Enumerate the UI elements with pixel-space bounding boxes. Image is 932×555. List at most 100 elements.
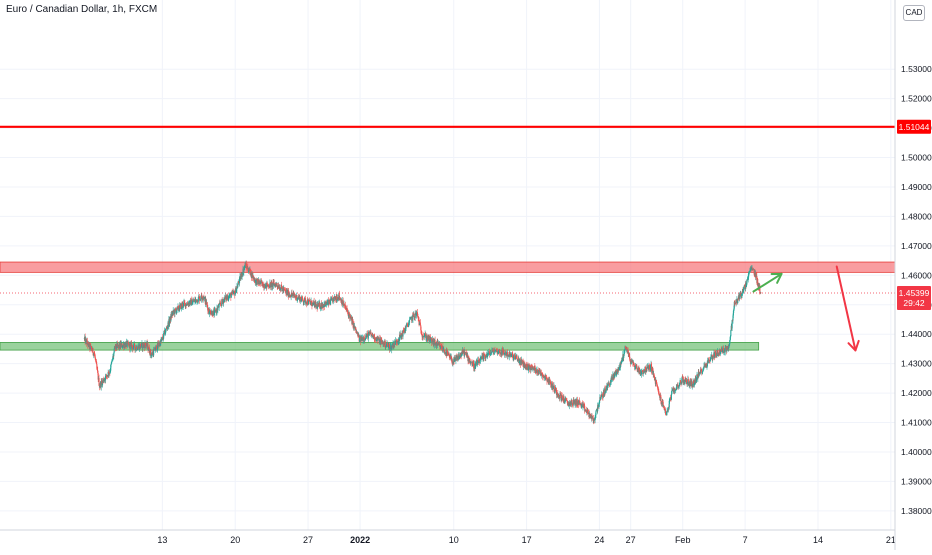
candle-body xyxy=(464,352,466,356)
candle-body xyxy=(163,332,165,334)
candle-body xyxy=(657,388,659,391)
y-tick-label: 1.52000 xyxy=(901,94,932,104)
candle-body xyxy=(709,358,711,361)
candle-body xyxy=(696,377,698,382)
x-tick-label: 27 xyxy=(626,535,636,545)
candle-body xyxy=(691,381,693,387)
candle-body xyxy=(553,385,555,392)
candle-body xyxy=(283,288,285,290)
candle-body xyxy=(733,308,735,311)
candle-body xyxy=(747,277,749,281)
candle-body xyxy=(298,297,300,299)
candle-body xyxy=(406,323,408,326)
candle-body xyxy=(154,347,156,351)
candle-body xyxy=(267,284,269,286)
candle-body xyxy=(526,364,528,367)
candle-body xyxy=(278,288,280,289)
candle-body xyxy=(156,345,158,351)
candle-body xyxy=(442,350,444,351)
candle-body xyxy=(572,404,574,405)
candle-body xyxy=(759,285,761,293)
candle-body xyxy=(185,303,187,308)
candle-body xyxy=(492,348,494,352)
candle-body xyxy=(328,299,330,303)
candle-body xyxy=(303,302,305,303)
candle-body xyxy=(749,268,751,271)
candle-body xyxy=(688,384,690,386)
candle-body xyxy=(648,364,650,370)
candle-body xyxy=(516,355,518,360)
candle-body xyxy=(403,330,405,332)
candle-body xyxy=(136,349,138,351)
candle-body xyxy=(640,372,643,375)
candle-body xyxy=(317,303,320,307)
candle-body xyxy=(401,333,403,336)
candle-body xyxy=(670,397,672,400)
candles xyxy=(83,260,762,425)
candle-body xyxy=(299,297,301,302)
candle-body xyxy=(519,360,521,364)
candle-body xyxy=(706,360,708,367)
candle-body xyxy=(94,353,96,356)
candle-body xyxy=(702,368,705,370)
candle-body xyxy=(260,280,262,284)
candle-body xyxy=(408,322,410,324)
candle-body xyxy=(629,356,631,361)
candle-body xyxy=(144,343,146,349)
y-tick-label: 1.43000 xyxy=(901,359,932,369)
candle-body xyxy=(598,400,600,404)
candle-body xyxy=(707,360,709,364)
candle-body xyxy=(564,401,566,403)
candle-body xyxy=(545,376,547,378)
candle-body xyxy=(669,399,671,401)
candle-body xyxy=(211,311,213,316)
candle-body xyxy=(584,410,586,412)
candle-body xyxy=(228,295,230,299)
candle-body xyxy=(311,302,313,306)
candle-body xyxy=(738,294,741,299)
candle-body xyxy=(212,315,214,316)
candle-body xyxy=(421,333,423,335)
x-tick-label: 13 xyxy=(157,535,167,545)
candle-body xyxy=(182,306,184,308)
candle-body xyxy=(719,352,721,355)
candle-body xyxy=(731,320,733,329)
candle-body xyxy=(559,392,561,399)
candle-body xyxy=(677,384,679,387)
candle-body xyxy=(356,331,358,334)
candle-body xyxy=(671,390,673,391)
candle-body xyxy=(629,360,631,362)
candle-body xyxy=(274,284,276,286)
candle-body xyxy=(624,350,626,351)
candle-body xyxy=(88,342,90,344)
candle-body xyxy=(359,338,361,342)
candle-body xyxy=(626,349,628,351)
candle-body xyxy=(566,401,568,404)
candle-body xyxy=(113,348,115,353)
candle-body xyxy=(108,372,110,375)
candle-body xyxy=(202,297,204,300)
annotations[interactable] xyxy=(0,125,895,352)
candle-body xyxy=(451,356,453,361)
candle-body xyxy=(700,370,702,371)
candle-body xyxy=(472,362,474,367)
candle-body xyxy=(692,380,694,388)
candle-body xyxy=(373,334,375,340)
candle-body xyxy=(597,404,599,407)
currency-badge[interactable]: CAD xyxy=(903,5,925,21)
candle-body xyxy=(408,323,410,327)
candle-body xyxy=(395,340,397,345)
candle-body xyxy=(256,279,258,285)
arrow-up-head xyxy=(770,272,783,284)
candle-body xyxy=(745,284,747,287)
candle-body xyxy=(662,400,664,402)
candle-body xyxy=(439,344,441,347)
candle-body xyxy=(437,343,439,345)
candle-body xyxy=(150,353,152,356)
candle-body xyxy=(534,368,536,371)
candle-body xyxy=(389,344,391,350)
candle-body xyxy=(363,337,365,341)
candle-body xyxy=(355,330,357,333)
